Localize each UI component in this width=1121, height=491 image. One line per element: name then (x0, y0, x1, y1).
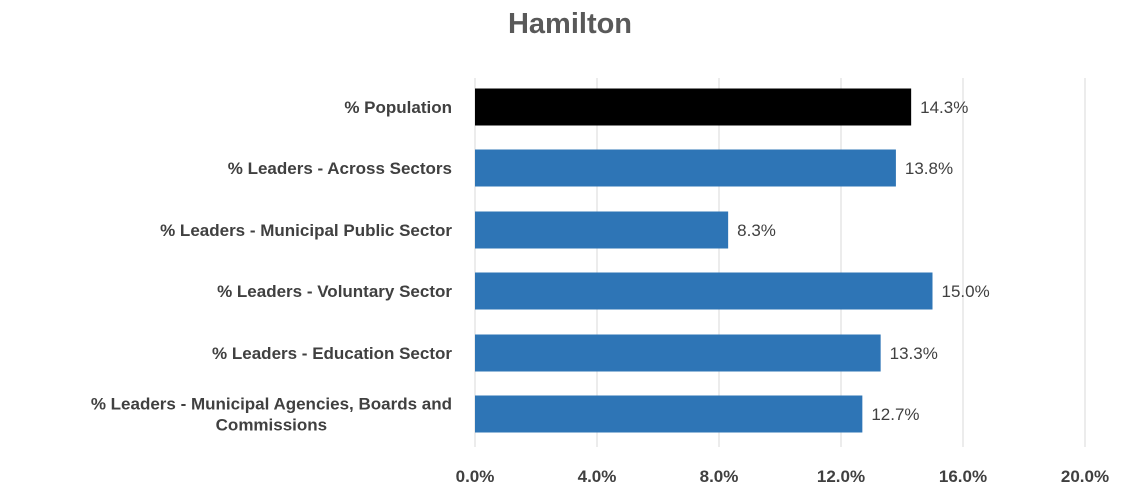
category-label-5: % Leaders - Municipal Agencies, Boards a… (91, 395, 452, 435)
x-tick-label-2: 8.0% (700, 467, 739, 486)
bar-1 (475, 150, 896, 187)
bar-5 (475, 396, 862, 433)
bar-0 (475, 89, 911, 126)
value-label-3: 15.0% (942, 282, 990, 301)
category-label-0: % Population (344, 98, 452, 117)
x-tick-label-1: 4.0% (578, 467, 617, 486)
category-label-4: % Leaders - Education Sector (212, 344, 452, 363)
x-tick-label-3: 12.0% (817, 467, 865, 486)
value-label-4: 13.3% (890, 344, 938, 363)
bar-3 (475, 273, 933, 310)
x-tick-label-4: 16.0% (939, 467, 987, 486)
chart-title: Hamilton (508, 8, 632, 40)
value-label-1: 13.8% (905, 159, 953, 178)
bar-4 (475, 335, 881, 372)
category-label-2: % Leaders - Municipal Public Sector (160, 221, 452, 240)
value-label-5: 12.7% (871, 405, 919, 424)
x-tick-label-5: 20.0% (1061, 467, 1109, 486)
x-tick-label-0: 0.0% (456, 467, 495, 486)
category-label-1: % Leaders - Across Sectors (228, 159, 452, 178)
gridlines (475, 78, 1085, 447)
value-labels: 14.3% 13.8% 8.3% 15.0% 13.3% 12.7% (737, 98, 990, 424)
category-labels: % Population % Leaders - Across Sectors % … (91, 98, 453, 435)
bars (475, 89, 933, 433)
value-label-0: 14.3% (920, 98, 968, 117)
value-label-2: 8.3% (737, 221, 776, 240)
category-label-3: % Leaders - Voluntary Sector (217, 282, 452, 301)
x-axis-tick-labels: 0.0% 4.0% 8.0% 12.0% 16.0% 20.0% (456, 467, 1109, 486)
bar-2 (475, 212, 728, 249)
